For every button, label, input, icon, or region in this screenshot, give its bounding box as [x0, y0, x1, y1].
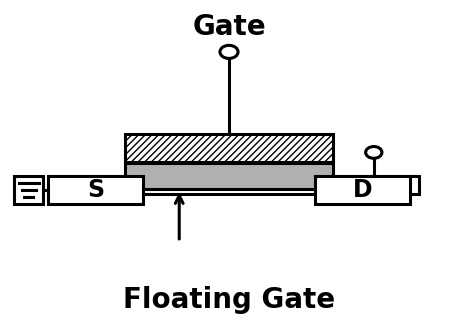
Text: S: S: [87, 178, 104, 202]
Text: Floating Gate: Floating Gate: [123, 286, 335, 314]
Bar: [125, 163, 333, 189]
Text: D: D: [353, 178, 372, 202]
Text: Gate: Gate: [192, 13, 266, 41]
Bar: [48, 176, 143, 204]
Bar: [315, 176, 410, 204]
Bar: [48, 176, 419, 194]
Bar: [125, 134, 333, 162]
Bar: [14, 176, 44, 204]
